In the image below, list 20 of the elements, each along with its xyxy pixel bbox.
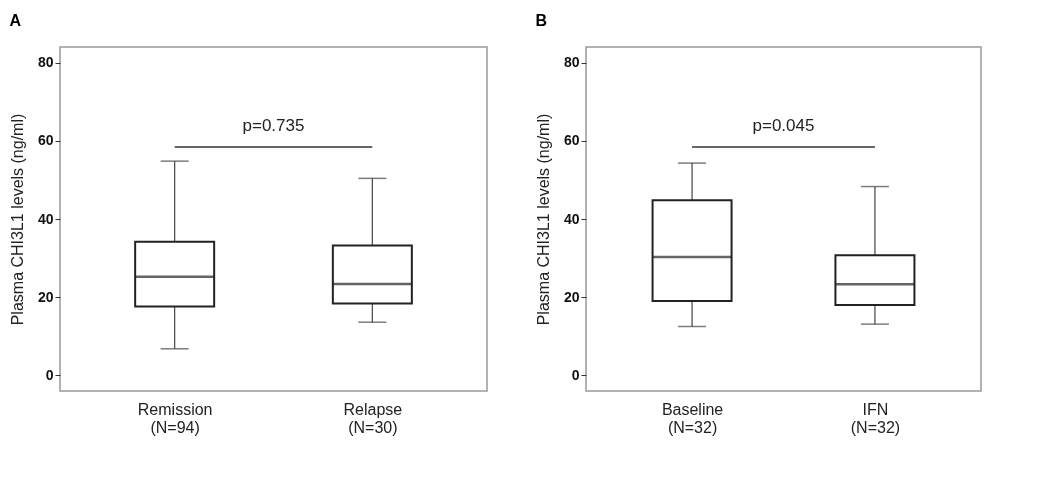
y-tick-label: 40 <box>37 210 54 227</box>
chart-title: B <box>535 12 547 29</box>
y-tick-label: 60 <box>37 132 54 149</box>
y-axis-title: Plasma CHI3L1 levels (ng/ml) <box>8 113 26 326</box>
y-tick-label: 80 <box>37 54 54 71</box>
y-tick-label: 60 <box>563 132 580 149</box>
chart-title: A <box>9 12 22 29</box>
y-tick-label: 20 <box>37 288 54 305</box>
y-tick-label: 80 <box>563 54 580 71</box>
y-axis-title: Plasma CHI3L1 levels (ng/ml) <box>534 113 552 326</box>
x-tick-label: Relapse (N=30) <box>343 400 403 436</box>
y-tick-label: 0 <box>45 366 54 383</box>
x-tick-label: Remission (N=94) <box>137 400 213 436</box>
annotation: p=0.045 <box>752 116 815 135</box>
x-tick-label: IFN (N=32) <box>850 400 901 436</box>
y-tick-label: 0 <box>571 366 580 383</box>
y-tick-label: 20 <box>563 288 580 305</box>
y-tick-label: 40 <box>563 210 580 227</box>
x-tick-label: Baseline (N=32) <box>661 400 724 436</box>
annotation: p=0.735 <box>242 116 305 135</box>
